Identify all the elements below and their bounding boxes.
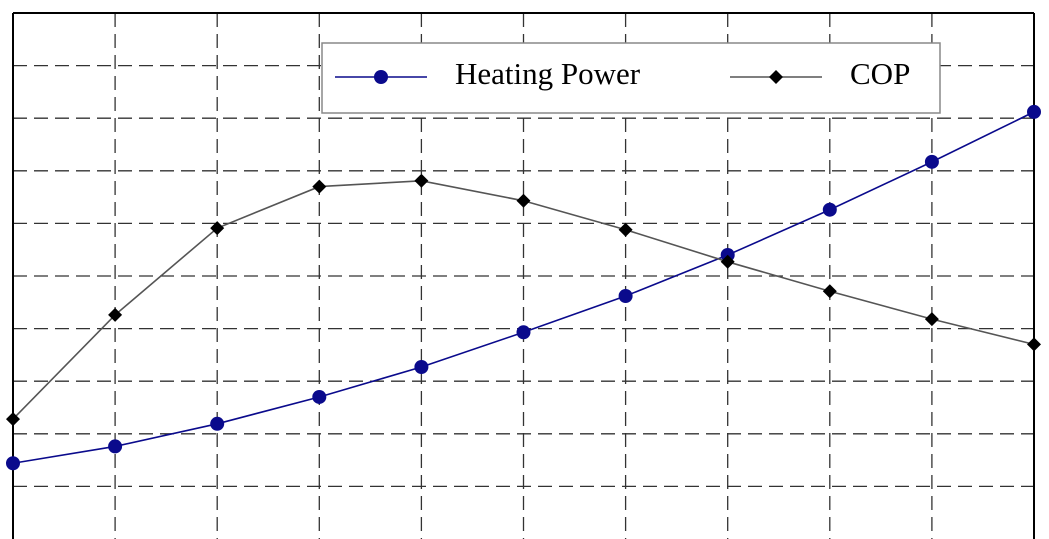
point: [516, 325, 531, 340]
point: [210, 416, 225, 431]
legend-marker: [769, 70, 783, 84]
point: [822, 284, 837, 299]
series-layer: [6, 104, 1041, 471]
point: [414, 173, 429, 188]
point: [516, 193, 531, 208]
legend: Heating Power COP: [321, 42, 941, 114]
point: [312, 179, 327, 194]
point: [6, 456, 20, 471]
point: [108, 307, 123, 322]
point: [924, 154, 939, 169]
point: [822, 202, 837, 217]
point: [6, 412, 20, 427]
point: [1027, 104, 1041, 119]
point: [1027, 337, 1041, 352]
point: [108, 439, 123, 454]
legend-box: [321, 42, 941, 114]
point: [618, 222, 633, 237]
point: [720, 254, 735, 269]
legend-label: Heating Power: [455, 56, 641, 91]
point: [618, 288, 633, 303]
legend-label: COP: [850, 56, 910, 91]
point: [924, 312, 939, 327]
point: [312, 389, 327, 404]
legend-marker: [374, 70, 388, 84]
point: [414, 359, 429, 374]
point: [210, 221, 225, 236]
